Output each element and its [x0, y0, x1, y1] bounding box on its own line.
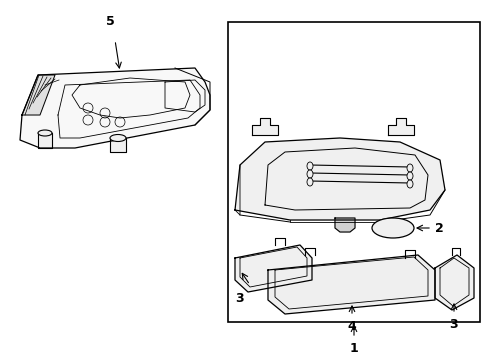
Polygon shape: [334, 218, 354, 232]
Polygon shape: [267, 255, 434, 314]
Bar: [227, 22, 479, 322]
Text: 5: 5: [105, 15, 114, 28]
Text: 3: 3: [449, 318, 457, 331]
Ellipse shape: [306, 162, 312, 170]
Ellipse shape: [406, 180, 412, 188]
Text: 2: 2: [434, 221, 443, 234]
Ellipse shape: [110, 135, 126, 141]
Polygon shape: [22, 75, 55, 115]
Ellipse shape: [306, 170, 312, 178]
Ellipse shape: [306, 178, 312, 186]
Polygon shape: [38, 133, 52, 148]
Polygon shape: [434, 255, 473, 310]
Text: 1: 1: [349, 342, 358, 355]
Ellipse shape: [38, 130, 52, 136]
Polygon shape: [235, 245, 311, 292]
Polygon shape: [110, 138, 126, 152]
Text: 3: 3: [235, 292, 244, 305]
Ellipse shape: [406, 164, 412, 172]
Polygon shape: [20, 68, 209, 148]
Polygon shape: [251, 118, 278, 135]
Ellipse shape: [371, 218, 413, 238]
Polygon shape: [387, 118, 413, 135]
Ellipse shape: [406, 172, 412, 180]
Polygon shape: [235, 138, 444, 220]
Text: 4: 4: [347, 320, 356, 333]
